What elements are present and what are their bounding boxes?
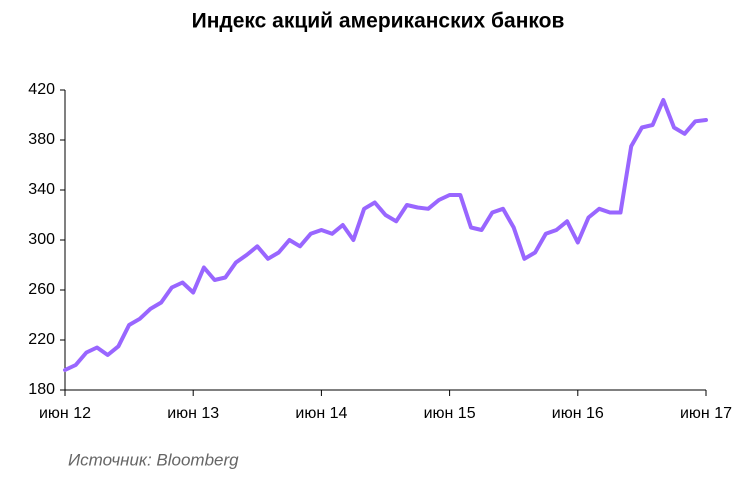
x-tick-label: июн 13 — [167, 405, 219, 422]
y-tick-label: 260 — [28, 281, 55, 298]
x-tick-label: июн 12 — [39, 405, 91, 422]
x-tick-label: июн 16 — [552, 405, 604, 422]
x-tick-label: июн 17 — [680, 405, 732, 422]
chart-title: Индекс акций американских банков — [192, 10, 565, 33]
source-note: Источник: Bloomberg — [68, 450, 239, 469]
y-tick-label: 420 — [28, 81, 55, 98]
y-tick-label: 180 — [28, 381, 55, 398]
y-tick-label: 380 — [28, 131, 55, 148]
y-tick-label: 220 — [28, 331, 55, 348]
y-tick-label: 300 — [28, 231, 55, 248]
x-tick-label: июн 15 — [424, 405, 476, 422]
y-tick-label: 340 — [28, 181, 55, 198]
x-tick-label: июн 14 — [295, 405, 347, 422]
data-line — [63, 98, 708, 372]
